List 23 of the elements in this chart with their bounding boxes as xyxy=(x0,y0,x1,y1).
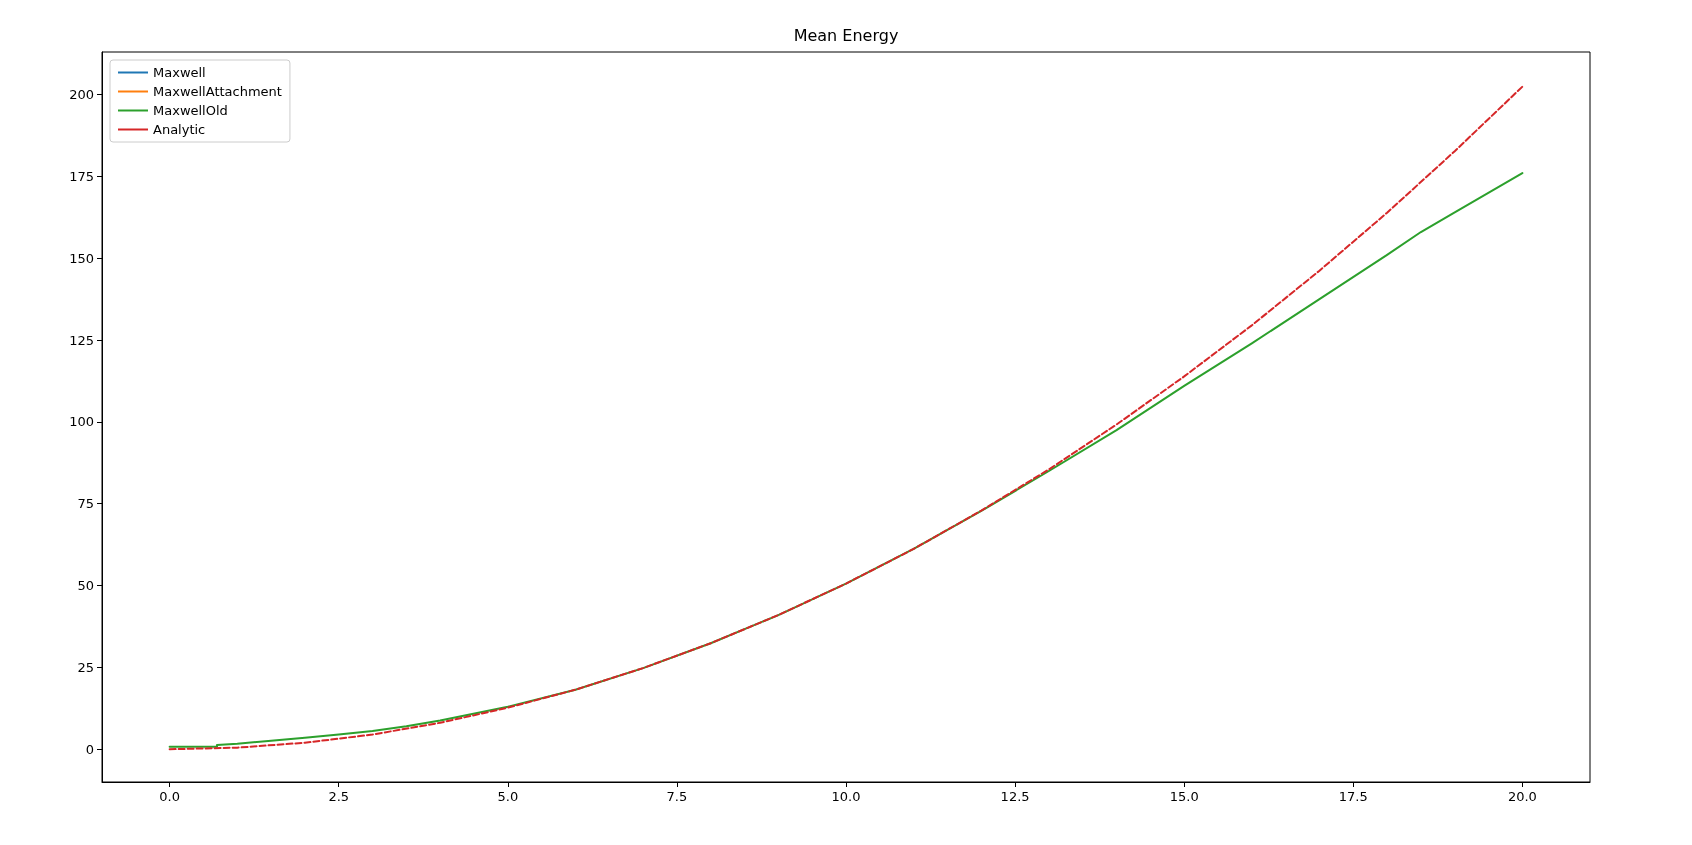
legend-label: MaxwellAttachment xyxy=(153,84,282,99)
legend-label: Maxwell xyxy=(153,65,206,80)
x-tick-label: 10.0 xyxy=(831,789,861,804)
legend-label: MaxwellOld xyxy=(153,103,228,118)
y-tick-label: 50 xyxy=(77,578,94,594)
x-tick-label: 15.0 xyxy=(1169,789,1199,804)
x-tick-label: 5.0 xyxy=(497,789,519,804)
y-tick-label: 150 xyxy=(69,250,94,266)
y-tick-label: 200 xyxy=(69,87,94,103)
y-tick-label: 75 xyxy=(77,496,94,512)
x-tick-label: 17.5 xyxy=(1338,789,1368,804)
x-tick-label: 2.5 xyxy=(328,789,350,804)
legend-label: Analytic xyxy=(153,122,206,137)
chart-title: Mean Energy xyxy=(793,25,899,45)
y-tick-label: 25 xyxy=(77,659,94,675)
x-tick-label: 12.5 xyxy=(1000,789,1030,804)
y-tick-label: 100 xyxy=(69,414,94,430)
y-tick-label: 0 xyxy=(85,741,94,757)
y-tick-label: 125 xyxy=(69,332,94,348)
x-tick-label: 7.5 xyxy=(666,789,688,804)
x-tick-label: 20.0 xyxy=(1507,789,1537,804)
x-tick-label: 0.0 xyxy=(159,789,180,804)
y-tick-label: 175 xyxy=(69,168,94,184)
